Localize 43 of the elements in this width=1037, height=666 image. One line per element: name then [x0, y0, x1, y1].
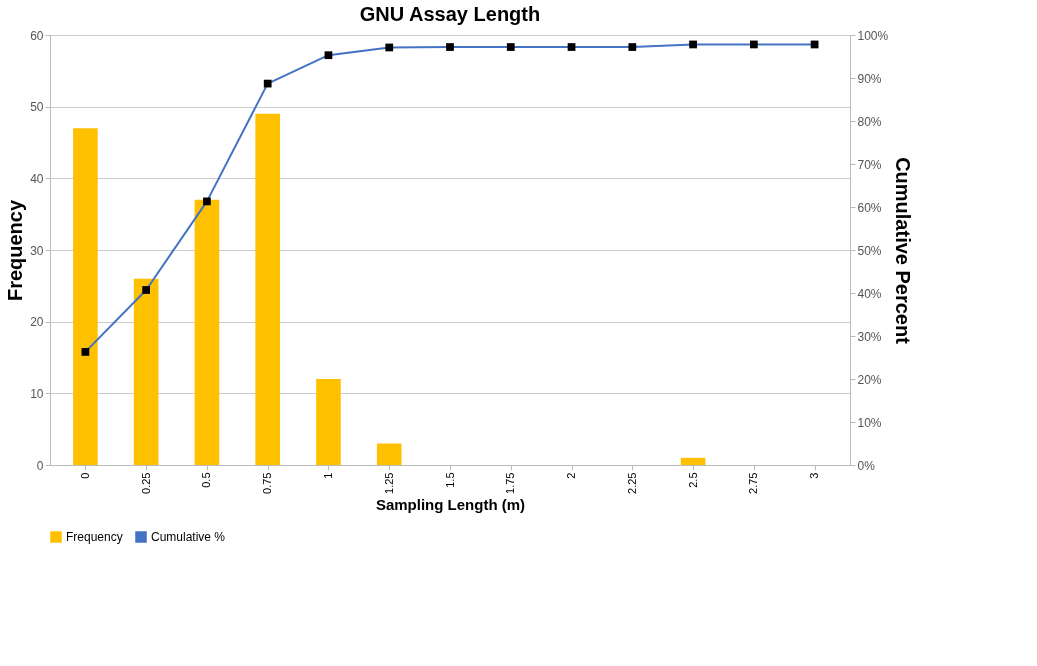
y2-tick-label: 80% — [857, 114, 882, 129]
y-axis-title: Frequency — [4, 199, 27, 302]
y-tick-label: 10 — [30, 386, 44, 401]
y-tick-label: 20 — [30, 315, 44, 330]
bar — [680, 457, 706, 465]
x-tick-label: 1.5 — [443, 472, 456, 488]
x-tick-label: 2 — [565, 472, 578, 479]
x-tick-label: 0.75 — [261, 472, 274, 494]
y2-tick-label: 10% — [857, 415, 882, 430]
x-tick-label: 1.75 — [504, 472, 517, 494]
x-tick-label: 3 — [808, 472, 821, 479]
legend-label: Cumulative % — [151, 530, 226, 544]
y2-tick-label: 70% — [857, 157, 882, 172]
y-tick-label: 60 — [30, 28, 44, 43]
x-tick-label: 1.25 — [382, 472, 395, 494]
bar — [376, 443, 402, 465]
y2-tick-label: 50% — [857, 243, 882, 258]
y-tick-label: 50 — [30, 100, 44, 115]
bar — [194, 199, 220, 465]
bar — [316, 379, 341, 465]
y2-tick-label: 60% — [857, 200, 882, 215]
y2-tick-label: 100% — [857, 28, 889, 43]
legend-label: Frequency — [66, 530, 123, 544]
y-tick-label: 40 — [30, 171, 44, 186]
x-tick-label: 2.75 — [747, 472, 760, 494]
bar — [73, 128, 98, 465]
x-tick-label: 2.25 — [625, 472, 638, 494]
x-tick-label: 1 — [321, 472, 334, 479]
chart-title: GNU Assay Length — [359, 3, 541, 25]
x-tick-label: 0.5 — [200, 472, 213, 488]
bar — [133, 278, 159, 465]
x-tick-label: 2.5 — [686, 472, 699, 488]
x-axis-title: Sampling Length (m) — [375, 495, 526, 513]
y2-tick-label: 20% — [857, 372, 882, 387]
y2-tick-label: 90% — [857, 71, 882, 86]
y2-tick-label: 30% — [857, 329, 882, 344]
y-tick-label: 30 — [30, 243, 44, 258]
y2-tick-label: 0% — [857, 458, 876, 473]
bar — [255, 113, 280, 465]
y2-axis-title: Cumulative Percent — [892, 157, 915, 345]
x-tick-label: 0 — [78, 472, 91, 479]
x-tick-label: 0.25 — [139, 472, 152, 494]
y2-tick-label: 40% — [857, 286, 882, 301]
